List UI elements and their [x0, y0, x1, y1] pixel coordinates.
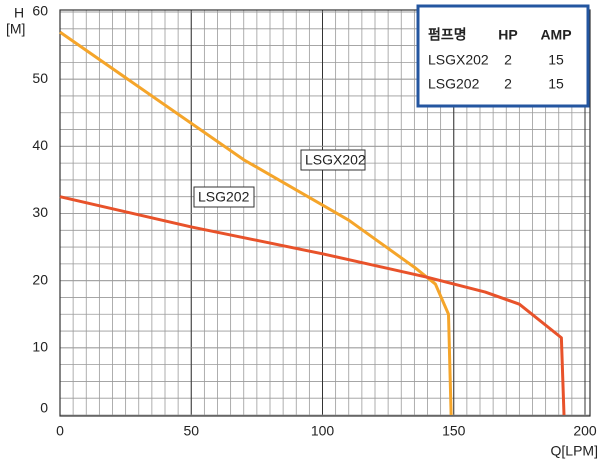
- table-header: 펌프명: [428, 27, 467, 43]
- grid: [59, 10, 590, 416]
- series-line: [59, 30, 453, 416]
- y-axis-label: [M]: [6, 21, 25, 37]
- table-cell: LSGX202: [428, 52, 489, 68]
- table-cell: LSG202: [428, 76, 480, 92]
- series-line: [59, 195, 566, 416]
- table-header: AMP: [540, 27, 571, 43]
- table-cell: 2: [504, 52, 512, 68]
- y-axis-label: H: [14, 5, 24, 21]
- y-tick-label: 20: [32, 271, 48, 287]
- series-label: LSGX202: [305, 152, 366, 168]
- series-label-box: [193, 186, 255, 208]
- table-header: HP: [498, 27, 517, 43]
- x-tick-label: 200: [573, 423, 597, 439]
- x-tick-label: 50: [183, 423, 199, 439]
- x-tick-label: 150: [442, 423, 466, 439]
- table-cell: 15: [548, 52, 564, 68]
- y-tick-label: 40: [32, 137, 48, 153]
- series-label-box: [300, 149, 366, 171]
- y-tick-label: 30: [32, 204, 48, 220]
- y-tick-label: 50: [32, 70, 48, 86]
- spec-table: [416, 4, 590, 108]
- table-cell: 15: [548, 76, 564, 92]
- plot-frame: [59, 9, 591, 417]
- series-label: LSG202: [198, 189, 250, 205]
- y-tick-label: 60: [32, 3, 48, 19]
- x-tick-label: 0: [56, 423, 64, 439]
- table-cell: 2: [504, 76, 512, 92]
- x-axis-label: Q[LPM]: [551, 443, 598, 459]
- y-tick-label: 0: [40, 400, 48, 416]
- x-tick-label: 100: [311, 423, 335, 439]
- y-tick-label: 10: [32, 339, 48, 355]
